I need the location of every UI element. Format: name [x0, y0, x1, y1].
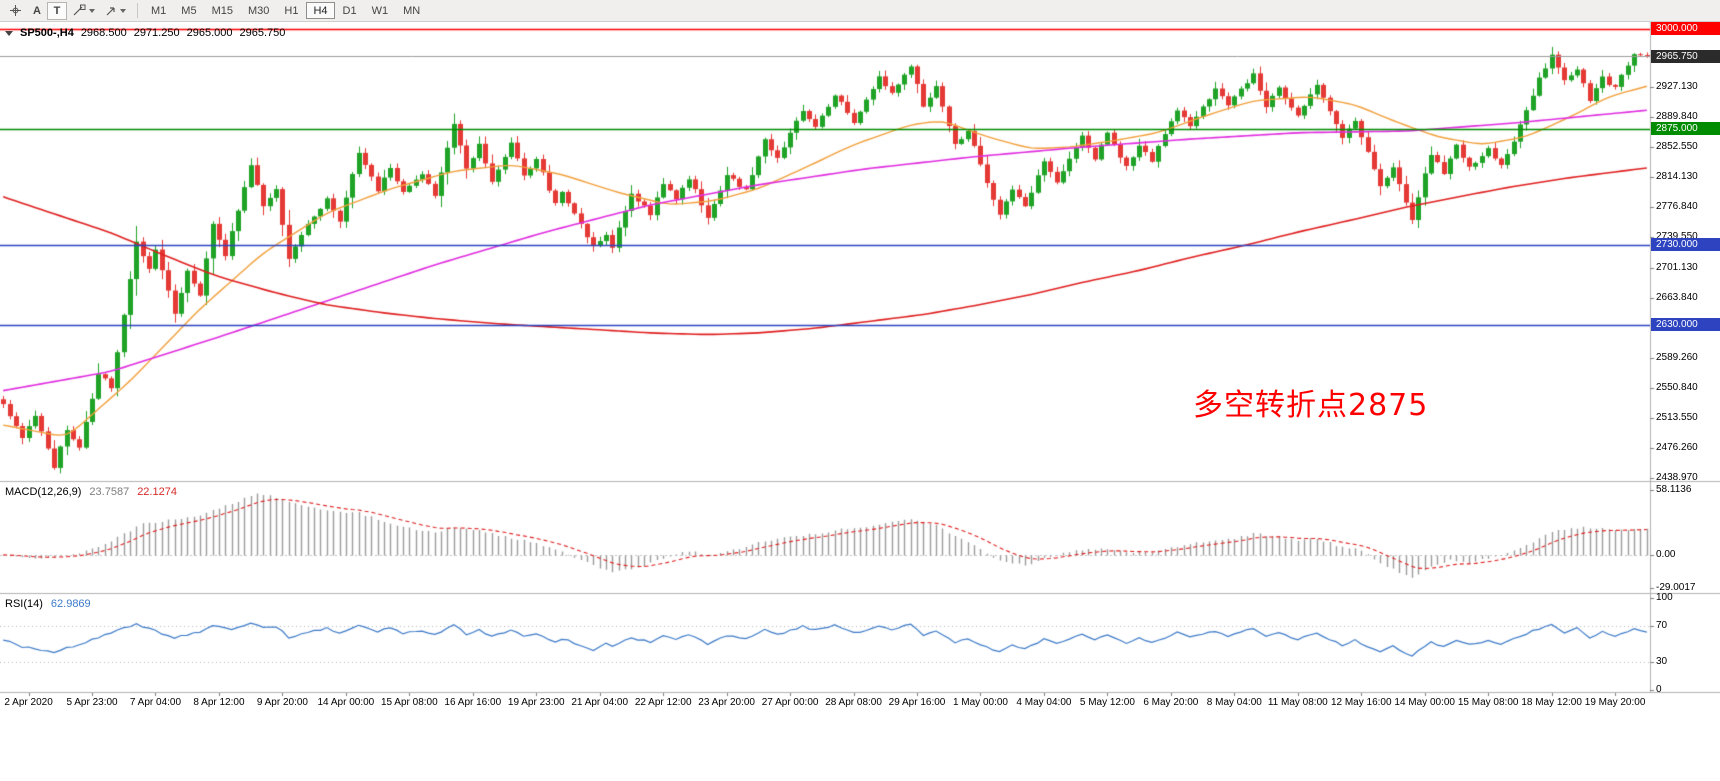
time-axis-label: 14 Apr 00:00 [317, 697, 375, 708]
timeframe-button-h4[interactable]: H4 [306, 2, 335, 19]
time-axis-label: 19 Apr 23:00 [507, 697, 565, 708]
time-axis-label: 28 Apr 08:00 [825, 697, 882, 708]
timeframe-group: M1 M5 M15 M30 H1 H4 D1 W1 MN [144, 2, 427, 19]
price-marker-3000.000: 3000.000 [1651, 22, 1720, 36]
time-axis-label: 2 Apr 2020 [4, 697, 53, 708]
time-axis-label: 15 May 08:00 [1457, 697, 1519, 708]
symbol-period-label: SP500-,H4 [20, 27, 74, 39]
shapes-icon [73, 4, 86, 16]
price-tick-label: 2589.260 [1656, 351, 1698, 363]
time-axis-label: 7 Apr 04:00 [129, 697, 182, 708]
price-tick-label: 2776.840 [1656, 201, 1698, 213]
chart-annotation-text[interactable]: 多空转折点2875 [1193, 388, 1429, 423]
price-tick-label: 2889.840 [1656, 110, 1698, 122]
rsi-scale-label: 100 [1656, 592, 1673, 603]
shapes-dropdown-button[interactable] [67, 2, 100, 20]
timeframe-button-mn[interactable]: MN [403, 4, 421, 17]
time-axis-label: 16 Apr 16:00 [444, 697, 502, 708]
time-axis[interactable]: 2 Apr 2020 5 Apr 23:00 7 Apr 04:00 8 Apr 12… [0, 692, 1720, 716]
toolbar-separator [137, 3, 138, 18]
macd-name: MACD(12,26,9) [5, 486, 82, 498]
price-tick-label: 2927.130 [1656, 80, 1698, 92]
macd-scale-label: -29.0017 [1656, 582, 1696, 594]
time-axis-label: 1 May 00:00 [952, 697, 1008, 708]
rsi-scale-label: 30 [1656, 656, 1668, 668]
timeframe-button-w1[interactable]: W1 [371, 4, 389, 17]
text-label-tool-button[interactable]: A [27, 2, 47, 20]
ohlc-low: 2965.000 [186, 27, 233, 39]
chevron-down-icon [89, 8, 95, 13]
price-marker-2965.750: 2965.750 [1651, 49, 1720, 63]
rsi-scale-label: 70 [1656, 619, 1668, 631]
time-axis-label: 9 Apr 20:00 [256, 697, 308, 708]
time-axis-label: 23 Apr 20:00 [698, 697, 755, 708]
crosshair-tool-button[interactable] [4, 2, 27, 20]
price-tick-label: 2550.840 [1656, 382, 1698, 394]
arrows-dropdown-button[interactable] [100, 2, 131, 20]
time-axis-label: 12 May 16:00 [1330, 697, 1392, 708]
timeframe-button-m5[interactable]: M5 [181, 4, 197, 17]
time-axis-label: 29 Apr 16:00 [888, 697, 946, 708]
price-tick-label: 2814.130 [1656, 171, 1698, 183]
rsi-value: 62.9869 [50, 598, 91, 610]
price-marker-2875.000: 2875.000 [1651, 122, 1720, 136]
time-axis-label: 5 Apr 23:00 [66, 697, 118, 708]
chart-toolbar: A T M1 M5 M15 M30 H1 H4 D1 W1 MN [0, 0, 1720, 22]
rsi-scale-label: 0 [1656, 684, 1662, 695]
price-tick-label: 2701.130 [1656, 261, 1698, 273]
price-tick-label: 2663.840 [1656, 291, 1698, 303]
time-axis-label: 19 May 20:00 [1584, 697, 1646, 708]
ohlc-close: 2965.750 [239, 27, 286, 39]
price-tick-label: 2852.550 [1656, 140, 1698, 152]
timeframe-button-d1[interactable]: D1 [342, 4, 357, 17]
text-frame-glyph: T [53, 4, 61, 17]
chevron-down-icon [120, 8, 126, 13]
time-axis-label: 14 May 00:00 [1394, 697, 1455, 708]
time-axis-label: 4 May 04:00 [1016, 697, 1072, 708]
timeframe-button-h1[interactable]: H1 [284, 4, 299, 17]
symbol-dropdown-icon[interactable] [5, 30, 13, 36]
macd-scale-label: 0.00 [1656, 549, 1676, 561]
time-axis-label: 6 May 20:00 [1143, 697, 1199, 708]
crosshair-icon [10, 5, 21, 16]
time-axis-label: 5 May 12:00 [1079, 697, 1135, 708]
price-marker-2730.000: 2730.000 [1651, 238, 1720, 252]
time-axis-label: 27 Apr 00:00 [761, 697, 819, 708]
macd-indicator-label: MACD(12,26,9) 23.7587 22.1274 [5, 486, 177, 498]
rsi-indicator-label: RSI(14) 62.9869 [5, 598, 91, 610]
macd-main-value: 23.7587 [89, 486, 130, 498]
text-tool-glyph: A [33, 4, 41, 17]
price-tick-label: 2438.970 [1656, 472, 1698, 483]
timeframe-button-m1[interactable]: M1 [151, 4, 167, 17]
macd-scale-label: 58.1136 [1656, 484, 1692, 496]
time-axis-label: 8 May 04:00 [1206, 697, 1262, 708]
time-axis-label: 22 Apr 12:00 [634, 697, 692, 708]
price-scale[interactable]: 2927.130 2889.840 2852.550 2814.130 2776.840… [1651, 22, 1720, 695]
price-tick-label: 2476.260 [1656, 442, 1698, 454]
price-tick-label: 2739.550 [1656, 231, 1698, 243]
ohlc-open: 2968.500 [80, 27, 127, 39]
macd-signal-value: 22.1274 [137, 486, 177, 498]
arrow-tool-icon [106, 6, 115, 15]
time-axis-label: 15 Apr 08:00 [380, 697, 438, 708]
time-axis-label: 18 May 12:00 [1521, 697, 1582, 708]
chart-header: SP500-,H4 2968.500 2971.250 2965.000 296… [5, 27, 285, 39]
time-axis-label: 21 Apr 04:00 [571, 697, 629, 708]
time-axis-label: 11 May 08:00 [1267, 697, 1328, 708]
ohlc-high: 2971.250 [133, 27, 180, 39]
text-frame-tool-button[interactable]: T [47, 1, 67, 20]
time-axis-label: 8 Apr 12:00 [193, 697, 245, 708]
price-tick-label: 2513.550 [1656, 412, 1698, 424]
rsi-name: RSI(14) [5, 598, 43, 610]
price-marker-2630.000: 2630.000 [1651, 318, 1720, 332]
timeframe-button-m30[interactable]: M30 [247, 4, 270, 17]
timeframe-button-m15[interactable]: M15 [211, 4, 233, 17]
